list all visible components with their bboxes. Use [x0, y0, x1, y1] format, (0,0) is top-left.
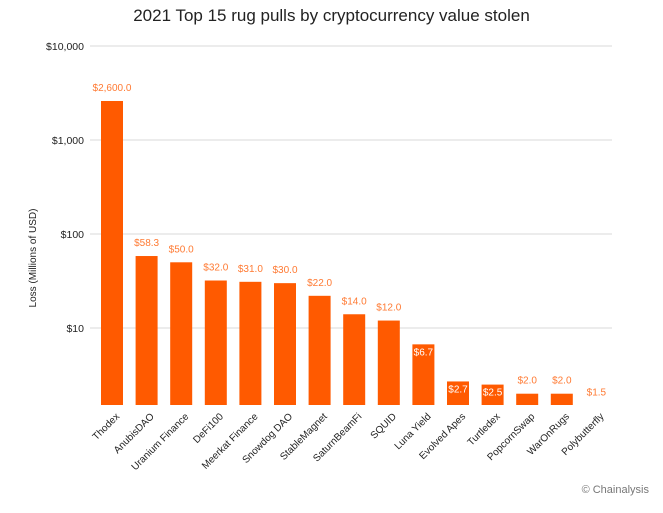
bar — [550, 393, 573, 405]
bar — [377, 320, 400, 405]
bar — [204, 280, 227, 405]
data-label: $30.0 — [272, 265, 297, 276]
y-tick-label: $100 — [61, 229, 85, 241]
bar — [516, 393, 539, 405]
bar — [274, 283, 296, 405]
bars — [101, 100, 573, 406]
data-label: $32.0 — [203, 263, 228, 274]
bar — [308, 295, 331, 405]
data-label: $2,600.0 — [93, 83, 132, 94]
bar — [481, 384, 504, 405]
data-labels: $2,600.0 $58.3 $50.0 $32.0 $31.0 $30.0 $22.0 $1… — [93, 83, 607, 399]
y-tick-label: $10 — [66, 323, 84, 335]
data-label: $2.0 — [517, 376, 537, 387]
y-axis-label: Loss (Millions of USD) — [28, 209, 39, 308]
source-credit: © Chainalysis — [581, 484, 649, 496]
data-label: $1.5 — [587, 387, 607, 398]
bar — [412, 344, 435, 405]
bar — [343, 314, 366, 405]
data-label: $58.3 — [134, 238, 159, 249]
x-tick-label: SQUID — [369, 411, 399, 441]
y-tick-label: $1,000 — [52, 135, 84, 147]
data-label: $2.5 — [483, 388, 503, 399]
bar — [170, 262, 193, 405]
x-tick-label: DeFi100 — [191, 411, 226, 446]
bar — [101, 100, 123, 406]
bar — [239, 281, 262, 405]
chart-title: 2021 Top 15 rug pulls by cryptocurrency … — [133, 6, 530, 25]
grid-lines — [90, 45, 612, 329]
y-tick-label: $10,000 — [46, 41, 84, 53]
data-label: $6.7 — [414, 347, 434, 358]
data-label: $2.7 — [448, 384, 468, 395]
data-label: $12.0 — [376, 303, 401, 314]
bar — [447, 381, 469, 405]
y-tick-labels: $10 $100 $1,000 $10,000 — [46, 41, 84, 335]
x-tick-label: Thodex — [91, 411, 122, 442]
data-label: $50.0 — [169, 244, 194, 255]
data-label: $22.0 — [307, 278, 332, 289]
bar — [135, 256, 158, 405]
data-label: $2.0 — [552, 376, 572, 387]
data-label: $14.0 — [342, 296, 367, 307]
data-label: $31.0 — [238, 264, 263, 275]
